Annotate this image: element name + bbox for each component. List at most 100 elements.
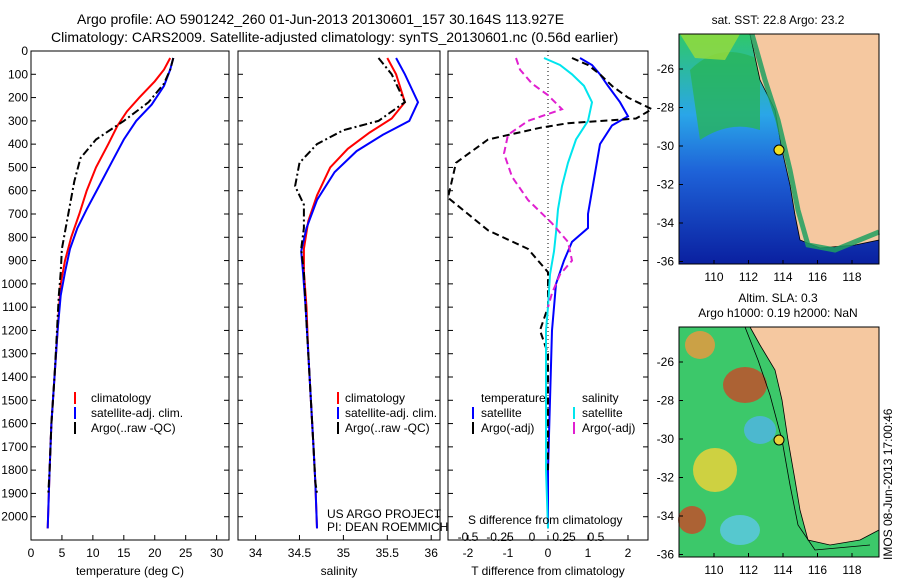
sst-map-xtick-label-0: 110: [704, 270, 723, 284]
depth-tick-label-10: 1000: [1, 277, 28, 291]
depth-tick-label-17: 1700: [1, 440, 28, 454]
sla-map-title-2: Argo h1000: 0.19 h2000: NaN: [698, 306, 857, 320]
difference-series-2: [543, 57, 594, 529]
temperature-xtick-label-4: 20: [148, 546, 162, 560]
sst-map-xtick-label-3: 116: [808, 270, 827, 284]
depth-tick-label-13: 1300: [1, 347, 28, 361]
sla-map-xtick-label-3: 116: [808, 563, 827, 577]
s-diff-tick-label-3: 0.25: [552, 530, 576, 544]
depth-tick-label-3: 300: [8, 114, 28, 128]
salinity-xtick-label-4: 36: [425, 546, 439, 560]
difference-plot: -2 -1 0 1 2-0.5 -0.25 0 0.25 0.5: [446, 50, 655, 560]
sst-map-ytick-label-1: -28: [657, 101, 675, 115]
temperature-xtick-label-0: 0: [28, 546, 35, 560]
depth-tick-label-5: 500: [8, 160, 28, 174]
sst-map-title: sat. SST: 22.8 Argo: 23.2: [712, 13, 845, 27]
legend-salinity-title: salinity: [582, 391, 619, 405]
difference-series-0: [547, 57, 630, 529]
depth-tick-label-7: 700: [8, 207, 28, 221]
sst-map-ytick-label-3: -32: [657, 178, 675, 192]
sst-map-xtick-label-2: 114: [773, 270, 792, 284]
sla-map-xtick-label-0: 110: [704, 563, 723, 577]
depth-tick-label-20: 2000: [1, 510, 28, 524]
depth-tick-label-2: 200: [8, 91, 28, 105]
sst-warm-patch: [690, 52, 760, 140]
difference-xtick-label-2: 0: [545, 546, 552, 560]
s-diff-tick-label-0: -0.5: [458, 530, 479, 544]
legend-t-argo: Argo(-adj): [481, 421, 534, 435]
difference-legend: temperature salinity satellite Argo(-adj…: [472, 391, 635, 435]
sla-contour: [744, 326, 871, 551]
legend-t-satellite: satellite: [481, 406, 522, 420]
sla-map-xtick-label-1: 112: [739, 563, 758, 577]
salinity-legend: climatology satellite-adj. clim. Argo(..…: [337, 391, 437, 435]
project-line-1: US ARGO PROJECT: [327, 507, 442, 521]
s-diff-tick-label-4: 0.5: [588, 530, 605, 544]
difference-xtick-label-4: 2: [625, 546, 632, 560]
sst-map-xtick-label-1: 112: [739, 270, 758, 284]
depth-tick-label-0: 0: [21, 44, 28, 58]
difference-series-1: [446, 57, 655, 471]
temperature-xtick-label-6: 30: [210, 546, 224, 560]
map-ticks: -26 -28 -30 -32 -34 -36 110 112 114 116 118 -26 -28 -…: [657, 62, 862, 577]
legend-satellite-t: satellite-adj. clim.: [91, 406, 183, 420]
temperature-xlabel: temperature (deg C): [76, 564, 184, 578]
sst-map-ytick-label-0: -26: [657, 62, 675, 76]
temperature-xtick-label-1: 5: [59, 546, 66, 560]
legend-argo-t: Argo(..raw -QC): [91, 421, 176, 435]
salinity-axes: [237, 50, 441, 541]
sla-map-ytick-label-1: -28: [657, 394, 675, 408]
temperature-xtick-label-5: 25: [179, 546, 193, 560]
difference-series-3: [502, 57, 574, 308]
temperature-series-2: [47, 57, 175, 494]
depth-tick-label-12: 1200: [1, 323, 28, 337]
difference-xlabel: T difference from climatology: [471, 564, 625, 578]
s-diff-tick-label-1: -0.25: [486, 530, 514, 544]
legend-argo-s: Argo(..raw -QC): [345, 421, 430, 435]
sla-map-ytick-label-3: -32: [657, 471, 675, 485]
sst-yellow-patch: [680, 34, 740, 60]
depth-tick-label-1: 100: [8, 67, 28, 81]
sst-map-ytick-label-5: -36: [657, 255, 675, 269]
legend-climatology-s: climatology: [345, 391, 405, 405]
sla-map-ytick-label-2: -30: [657, 432, 675, 446]
salinity-xtick-label-1: 34.5: [288, 546, 312, 560]
depth-tick-label-6: 600: [8, 184, 28, 198]
depth-tick-label-16: 1600: [1, 417, 28, 431]
sla-argo-marker: [773, 434, 785, 446]
sst-map-ytick-label-2: -30: [657, 139, 675, 153]
depth-tick-label-4: 400: [8, 137, 28, 151]
depth-tick-label-15: 1500: [1, 393, 28, 407]
depth-tick-label-11: 1100: [2, 300, 28, 314]
difference-xtick-label-1: -1: [503, 546, 514, 560]
sla-high-3: [678, 506, 706, 534]
sla-high-1: [723, 367, 767, 403]
title-line-2: Climatology: CARS2009. Satellite-adjuste…: [51, 29, 618, 45]
sla-low-2: [744, 416, 776, 444]
depth-tick-label-14: 1400: [1, 370, 28, 384]
salinity-plot: 34 34.5 35 35.5 36: [238, 50, 440, 560]
temperature-xtick-label-3: 15: [117, 546, 131, 560]
difference-xtick-label-3: 1: [585, 546, 592, 560]
sla-map-title-1: Altim. SLA: 0.3: [738, 291, 818, 305]
legend-climatology-t: climatology: [91, 391, 151, 405]
sla-map-ytick-label-5: -36: [657, 548, 675, 562]
depth-tick-label-9: 900: [8, 254, 28, 268]
salinity-series-2: [294, 57, 407, 494]
sla-map-ytick-label-4: -34: [657, 509, 675, 523]
salinity-xlabel: salinity: [321, 564, 358, 578]
sla-frame: [678, 326, 880, 558]
footer-stamp: IMOS 08-Jun-2013 17:00:46: [881, 408, 895, 560]
difference-xtick-label-0: -2: [463, 546, 474, 560]
legend-temperature-title: temperature: [481, 391, 546, 405]
temperature-axes: [30, 50, 230, 541]
sst-frame: [678, 33, 880, 265]
temperature-plot: 0 5 10 15 20 25 300100200300400500600700800900…: [1, 44, 229, 560]
sla-map: Altim. SLA: 0.3 Argo h1000: 0.19 h2000: …: [678, 291, 880, 558]
sst-map: sat. SST: 22.8 Argo: 23.2: [678, 13, 880, 265]
title-line-1: Argo profile: AO 5901242_260 01-Jun-2013…: [77, 11, 564, 27]
salinity-xtick-label-0: 34: [249, 546, 263, 560]
sst-shelf-band: [749, 33, 880, 253]
sla-low-1: [720, 515, 760, 545]
